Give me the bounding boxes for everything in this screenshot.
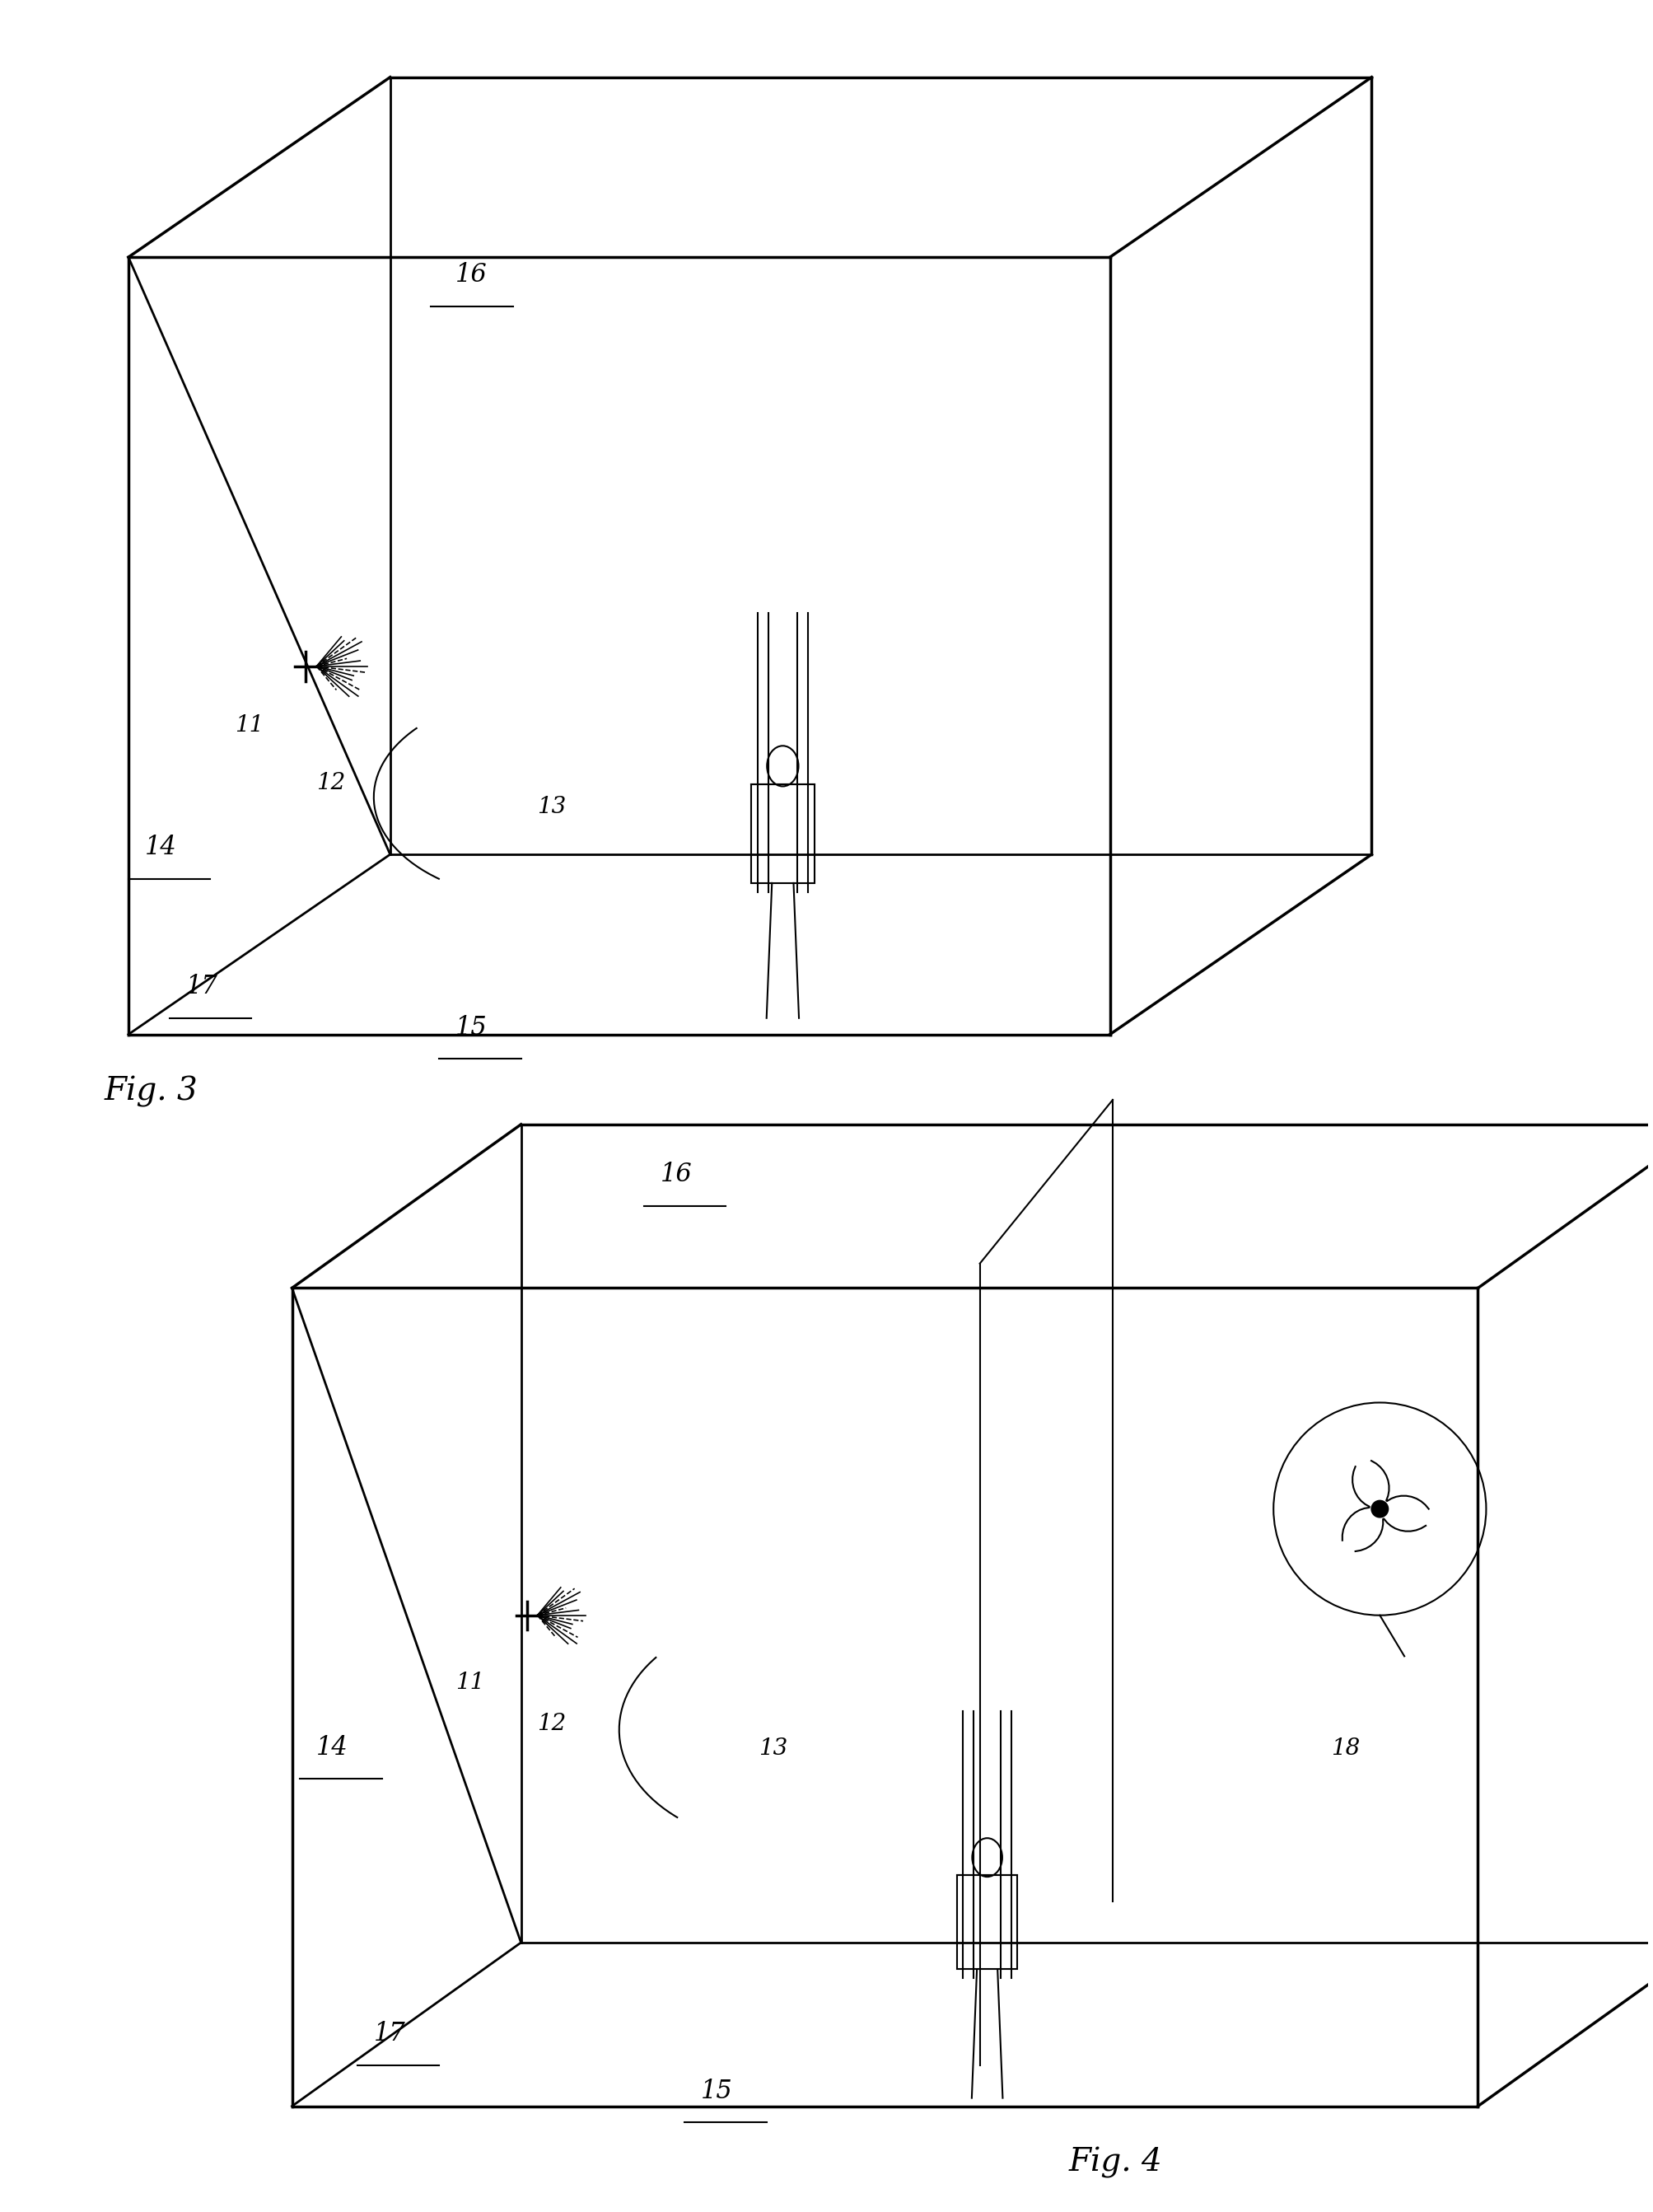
Text: 16: 16 xyxy=(455,261,488,288)
Bar xyxy=(750,783,813,883)
Bar xyxy=(957,1874,1017,1969)
Text: 16: 16 xyxy=(660,1161,691,1188)
Text: 15: 15 xyxy=(455,1015,488,1040)
Text: 17: 17 xyxy=(185,973,218,1000)
Text: Fig. 4: Fig. 4 xyxy=(1068,2148,1162,2179)
Text: 12: 12 xyxy=(537,1712,565,1734)
Text: 11: 11 xyxy=(455,1672,484,1694)
Text: 17: 17 xyxy=(374,2022,405,2046)
Text: 14: 14 xyxy=(145,834,177,860)
Text: 13: 13 xyxy=(537,796,565,818)
Text: 13: 13 xyxy=(757,1736,787,1759)
Text: 12: 12 xyxy=(316,772,345,794)
Text: 11: 11 xyxy=(235,714,263,737)
Text: 14: 14 xyxy=(316,1734,349,1761)
Text: 18: 18 xyxy=(1331,1736,1359,1759)
Text: Fig. 3: Fig. 3 xyxy=(104,1075,197,1106)
Text: 15: 15 xyxy=(701,2079,732,2104)
Circle shape xyxy=(1370,1500,1387,1517)
